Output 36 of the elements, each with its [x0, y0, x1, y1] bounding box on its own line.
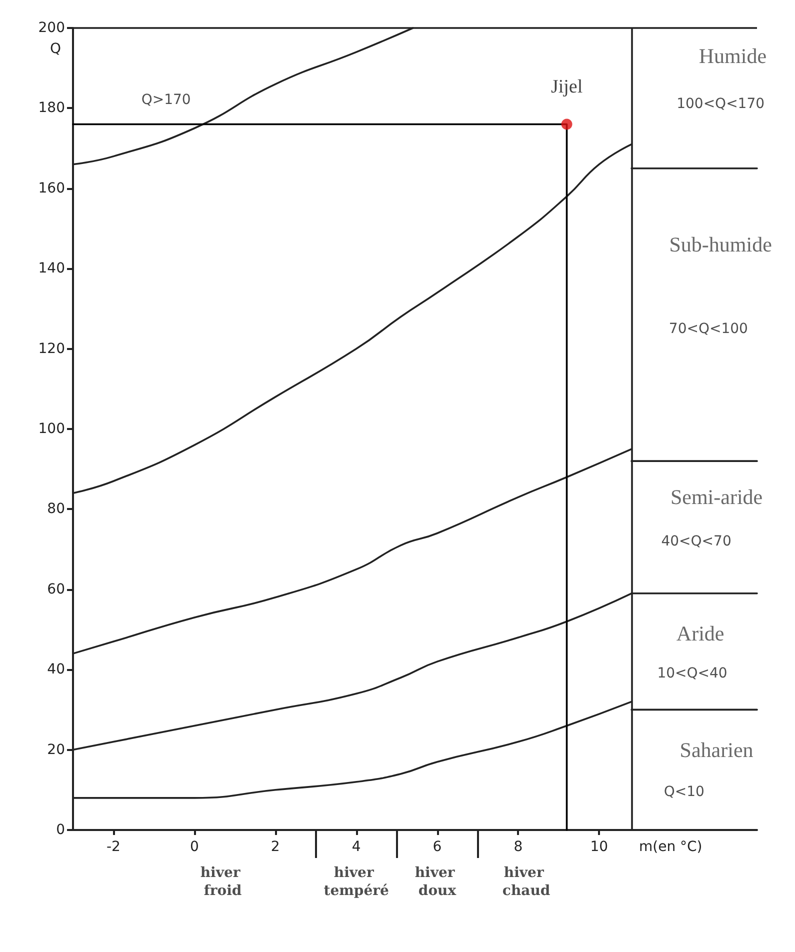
annotation: Q>170 — [141, 92, 191, 108]
y-tick-label: 160 — [38, 180, 65, 196]
x-tick-label: 6 — [432, 839, 442, 855]
series-label: Jijel — [550, 76, 583, 98]
annotation: Humide — [698, 44, 767, 68]
annotation: Semi-aride — [670, 485, 763, 510]
text: hiver tempéré — [324, 865, 389, 900]
y-tick-label: 60 — [47, 581, 65, 598]
text: hiver froid — [200, 865, 246, 900]
y-tick-label: 0 — [56, 822, 65, 838]
annotation: Aride — [676, 622, 724, 646]
annotation: Sub-humide — [669, 232, 772, 257]
x-tick-label: -2 — [106, 839, 120, 855]
x-tick-label: 0 — [190, 839, 199, 855]
y-tick-label: 140 — [38, 260, 65, 277]
annotation: 70<Q<100 — [668, 320, 748, 337]
x-axis-title: m(en °C) — [639, 839, 702, 855]
text: hiver chaud — [502, 865, 550, 900]
y-tick-label: 40 — [47, 662, 65, 678]
y-tick-label: 120 — [38, 340, 65, 357]
y-tick-label: 20 — [47, 742, 65, 758]
x-tick-label: 8 — [514, 839, 523, 855]
annotation: Q<10 — [664, 784, 704, 800]
x-tick-label: 4 — [352, 839, 361, 855]
y-tick-label: 100 — [38, 421, 65, 437]
annotation: 10<Q<40 — [657, 666, 728, 682]
y-tick-label: 180 — [38, 100, 65, 116]
x-tick-label: 2 — [270, 839, 280, 855]
y-tick-label: 80 — [47, 501, 65, 518]
y-axis-title: Q — [50, 41, 61, 57]
annotation: 40<Q<70 — [661, 533, 732, 550]
annotation: Saharien — [680, 738, 754, 762]
annotation: 100<Q<170 — [676, 96, 765, 112]
x-tick-label: 10 — [590, 839, 608, 855]
y-tick-label: 200 — [38, 20, 65, 36]
text: hiver doux — [414, 865, 460, 900]
